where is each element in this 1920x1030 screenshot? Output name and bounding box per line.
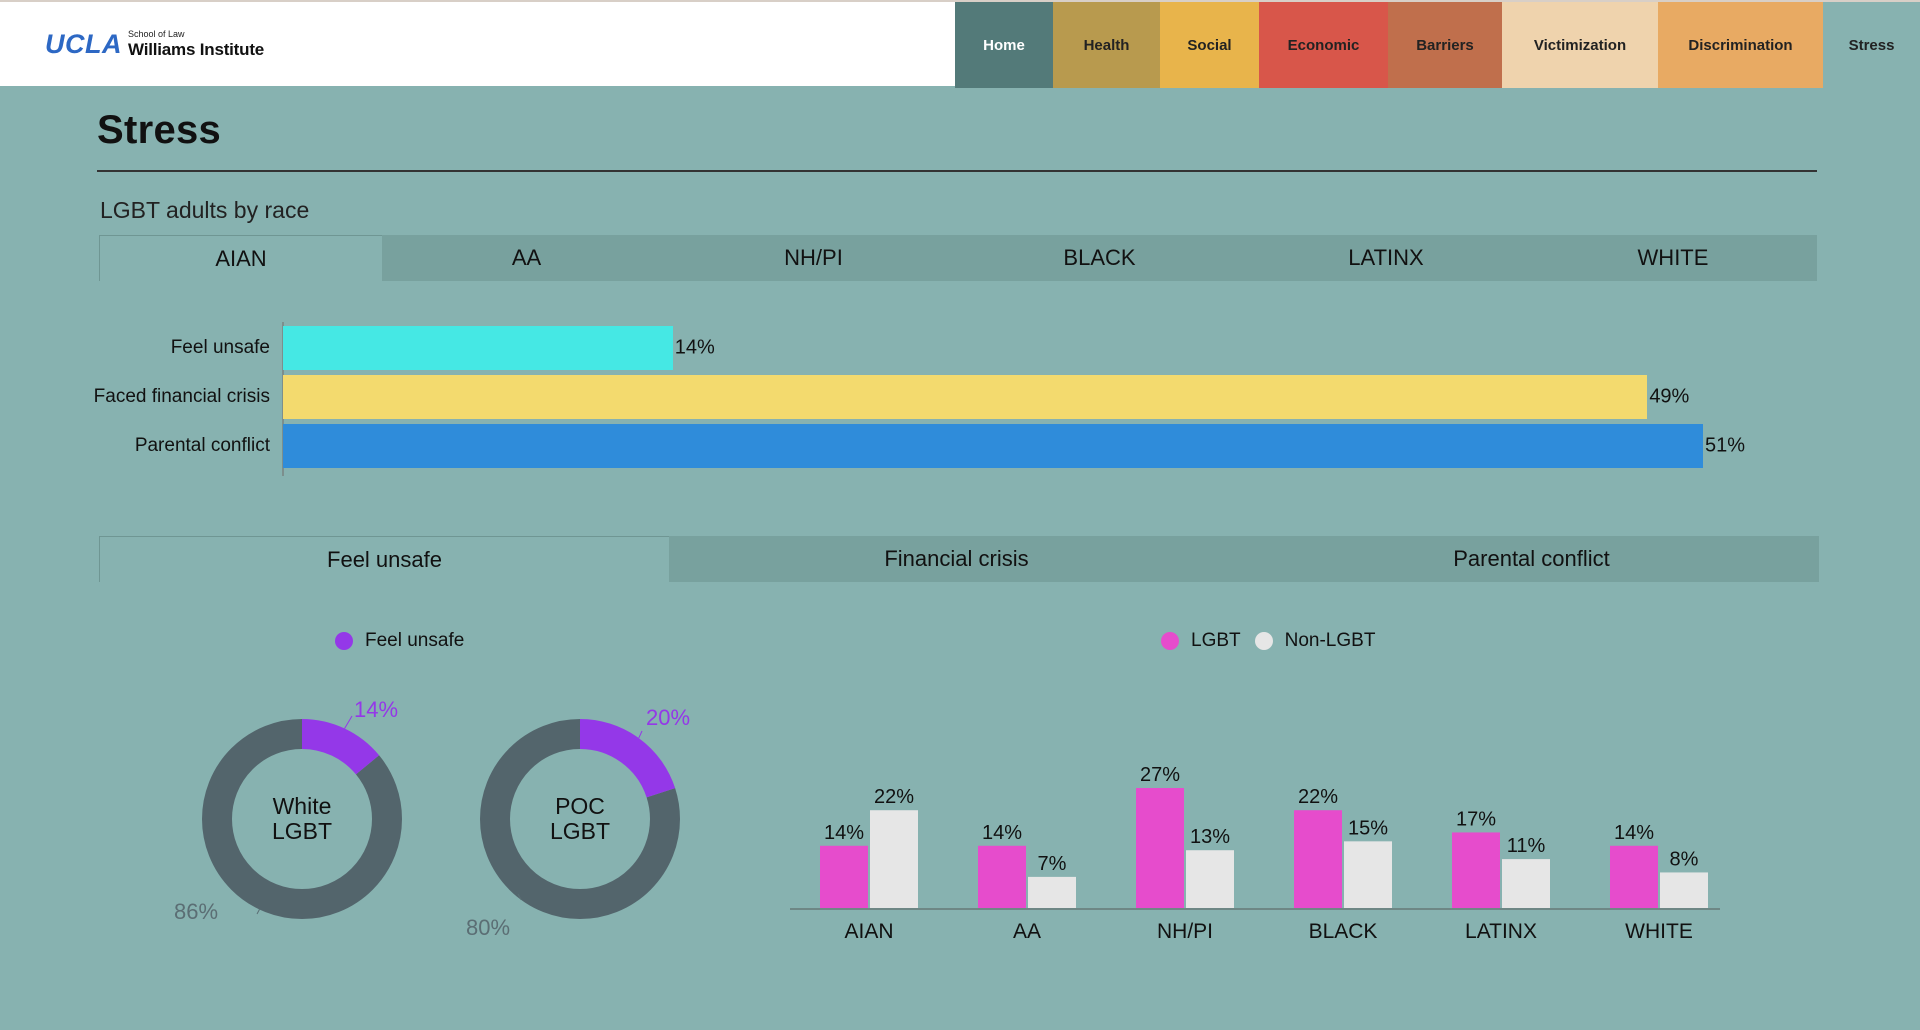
donut-poc-value-main: 20%	[646, 705, 690, 730]
tab-parental-conflict[interactable]: Parental conflict	[1453, 546, 1610, 571]
nav-economic[interactable]: Economic	[1259, 2, 1388, 88]
site-header: UCLA School of Law Williams Institute Ho…	[0, 0, 1920, 88]
legend-lgbt-swatch	[1161, 632, 1179, 650]
section-label: LGBT adults by race	[100, 197, 310, 223]
hbar-label-feel-unsafe: Feel unsafe	[170, 337, 270, 358]
hbar-value-parental-conflict: 51%	[1705, 434, 1746, 457]
gbar-black-lgbt	[1294, 810, 1342, 908]
gbar-value-nh-pi-lgbt: 27%	[1140, 764, 1180, 786]
metric-tabs: Feel unsafe Financial crisis Parental co…	[99, 536, 1819, 582]
gbar-white-lgbt	[1610, 845, 1658, 908]
grouped-bar-legend: LGBT Non-LGBT	[1161, 630, 1375, 652]
main-nav: Home Health Social Economic Barriers Vic…	[955, 2, 1920, 88]
hbar-label-parental-conflict: Parental conflict	[134, 435, 270, 456]
donut-white-center-label-line2: LGBT	[272, 818, 332, 844]
tab-nhpi[interactable]: NH/PI	[784, 245, 843, 270]
gbar-value-white-non-lgbt: 8%	[1670, 848, 1699, 870]
gbar-aian-non-lgbt	[870, 810, 918, 908]
tab-latinx[interactable]: LATINX	[1348, 245, 1424, 270]
nav-barriers[interactable]: Barriers	[1388, 2, 1502, 88]
donut-poc-value-rest: 80%	[466, 915, 510, 940]
donut-poc-leader-rest	[517, 893, 522, 901]
gbar-value-black-non-lgbt: 15%	[1348, 817, 1388, 839]
gbar-latinx-non-lgbt	[1502, 859, 1550, 908]
gbar-black-non-lgbt	[1344, 841, 1392, 908]
gbar-category-aian: AIAN	[844, 920, 893, 943]
donut-poc-lgbt: POC LGBT 20% 80%	[466, 705, 690, 940]
gbar-white-non-lgbt	[1660, 872, 1708, 908]
race-tabs: AIAN AA NH/PI BLACK LATINX WHITE	[99, 235, 1817, 281]
gbar-nh-pi-lgbt	[1136, 788, 1184, 908]
donut-white-value-rest: 86%	[174, 899, 218, 924]
nav-victimization[interactable]: Victimization	[1502, 2, 1658, 88]
legend-non-lgbt-swatch	[1254, 632, 1273, 650]
donut-white-leader-main	[344, 715, 353, 729]
donut-legend: Feel unsafe	[335, 630, 464, 652]
hbar-row-feel-unsafe: Feel unsafe 14%	[0, 326, 1920, 370]
hbar-value-feel-unsafe: 14%	[674, 336, 715, 359]
gbar-category-white: WHITE	[1625, 920, 1693, 943]
hbar-label-faced-financial-crisis: Faced financial crisis	[93, 386, 270, 407]
hbar-parental-conflict[interactable]	[283, 424, 1703, 468]
donut-white-value-main: 14%	[354, 697, 398, 722]
gbar-latinx-lgbt	[1452, 832, 1500, 908]
gbar-value-nh-pi-non-lgbt: 13%	[1190, 826, 1230, 848]
gbar-aa-non-lgbt	[1028, 876, 1076, 908]
grouped-bar-chart: 14% 22% AIAN 14% 7% AA 27% 13% NH/PI 22% 15% BLACK 1…	[790, 764, 1720, 943]
gbar-category-nh-pi: NH/PI	[1157, 920, 1213, 943]
nav-social[interactable]: Social	[1160, 2, 1259, 88]
logo-williams-institute: Williams Institute	[128, 40, 265, 59]
hbar-value-faced-financial-crisis: 49%	[1649, 385, 1690, 408]
legend-non-lgbt-label: Non-LGBT	[1284, 630, 1376, 651]
gbar-value-latinx-lgbt: 17%	[1456, 808, 1496, 830]
gbar-nh-pi-non-lgbt	[1186, 850, 1234, 908]
tab-financial-crisis[interactable]: Financial crisis	[884, 546, 1029, 571]
donut-white-slice-feel-unsafe	[202, 719, 402, 919]
tab-aian[interactable]: AIAN	[99, 235, 382, 281]
logo-ucla-text: UCLA	[45, 29, 122, 59]
gbar-value-aa-non-lgbt: 7%	[1038, 853, 1067, 875]
nav-discrimination[interactable]: Discrimination	[1658, 2, 1823, 88]
nav-health[interactable]: Health	[1053, 2, 1160, 88]
tab-feel-unsafe[interactable]: Feel unsafe	[99, 536, 669, 582]
hbar-row-parental-conflict: Parental conflict 51%	[0, 424, 1920, 468]
hbar-row-faced-financial-crisis: Faced financial crisis 49%	[0, 375, 1920, 419]
logo-text-block: School of Law Williams Institute	[128, 29, 265, 59]
legend-lgbt-label: LGBT	[1191, 630, 1241, 651]
donut-white-lgbt: White LGBT 14% 86%	[174, 697, 402, 924]
gbar-value-aa-lgbt: 14%	[982, 822, 1022, 844]
tab-black[interactable]: BLACK	[1063, 245, 1136, 270]
legend-feel-unsafe-swatch	[335, 632, 353, 650]
logo-school-of-law: School of Law	[128, 29, 185, 39]
tab-aa[interactable]: AA	[511, 245, 542, 270]
gbar-value-white-lgbt: 14%	[1614, 822, 1654, 844]
tab-white[interactable]: WHITE	[1637, 245, 1709, 270]
hbar-faced-financial-crisis[interactable]	[283, 375, 1648, 419]
gbar-category-aa: AA	[1013, 920, 1041, 943]
gbar-value-black-lgbt: 22%	[1298, 786, 1338, 808]
horizontal-bar-chart: Feel unsafe 14% Faced financial crisis 49% P…	[0, 318, 1920, 478]
gbar-value-latinx-non-lgbt: 11%	[1507, 835, 1546, 857]
legend-feel-unsafe-label: Feel unsafe	[365, 630, 465, 651]
page-title: Stress	[97, 108, 222, 152]
gbar-aa-lgbt	[978, 845, 1026, 908]
gbar-value-aian-non-lgbt: 22%	[874, 786, 914, 808]
gbar-category-latinx: LATINX	[1465, 920, 1537, 943]
title-divider	[97, 170, 1817, 172]
donut-white-center-label-line1: White	[273, 793, 332, 819]
nav-stress[interactable]: Stress	[1823, 2, 1920, 88]
donut-poc-center-label-line1: POC	[555, 793, 605, 819]
gbar-category-black: BLACK	[1309, 920, 1378, 943]
donut-poc-slice-feel-unsafe	[480, 719, 680, 919]
gbar-aian-lgbt	[820, 845, 868, 908]
donut-poc-center-label-line2: LGBT	[550, 818, 610, 844]
hbar-feel-unsafe[interactable]	[283, 326, 673, 370]
gbar-value-aian-lgbt: 14%	[824, 822, 864, 844]
ucla-williams-logo[interactable]: UCLA School of Law Williams Institute	[45, 29, 265, 59]
donut-poc-leader-main	[638, 730, 643, 739]
nav-home[interactable]: Home	[955, 2, 1053, 88]
donut-white-leader-rest	[256, 909, 260, 915]
